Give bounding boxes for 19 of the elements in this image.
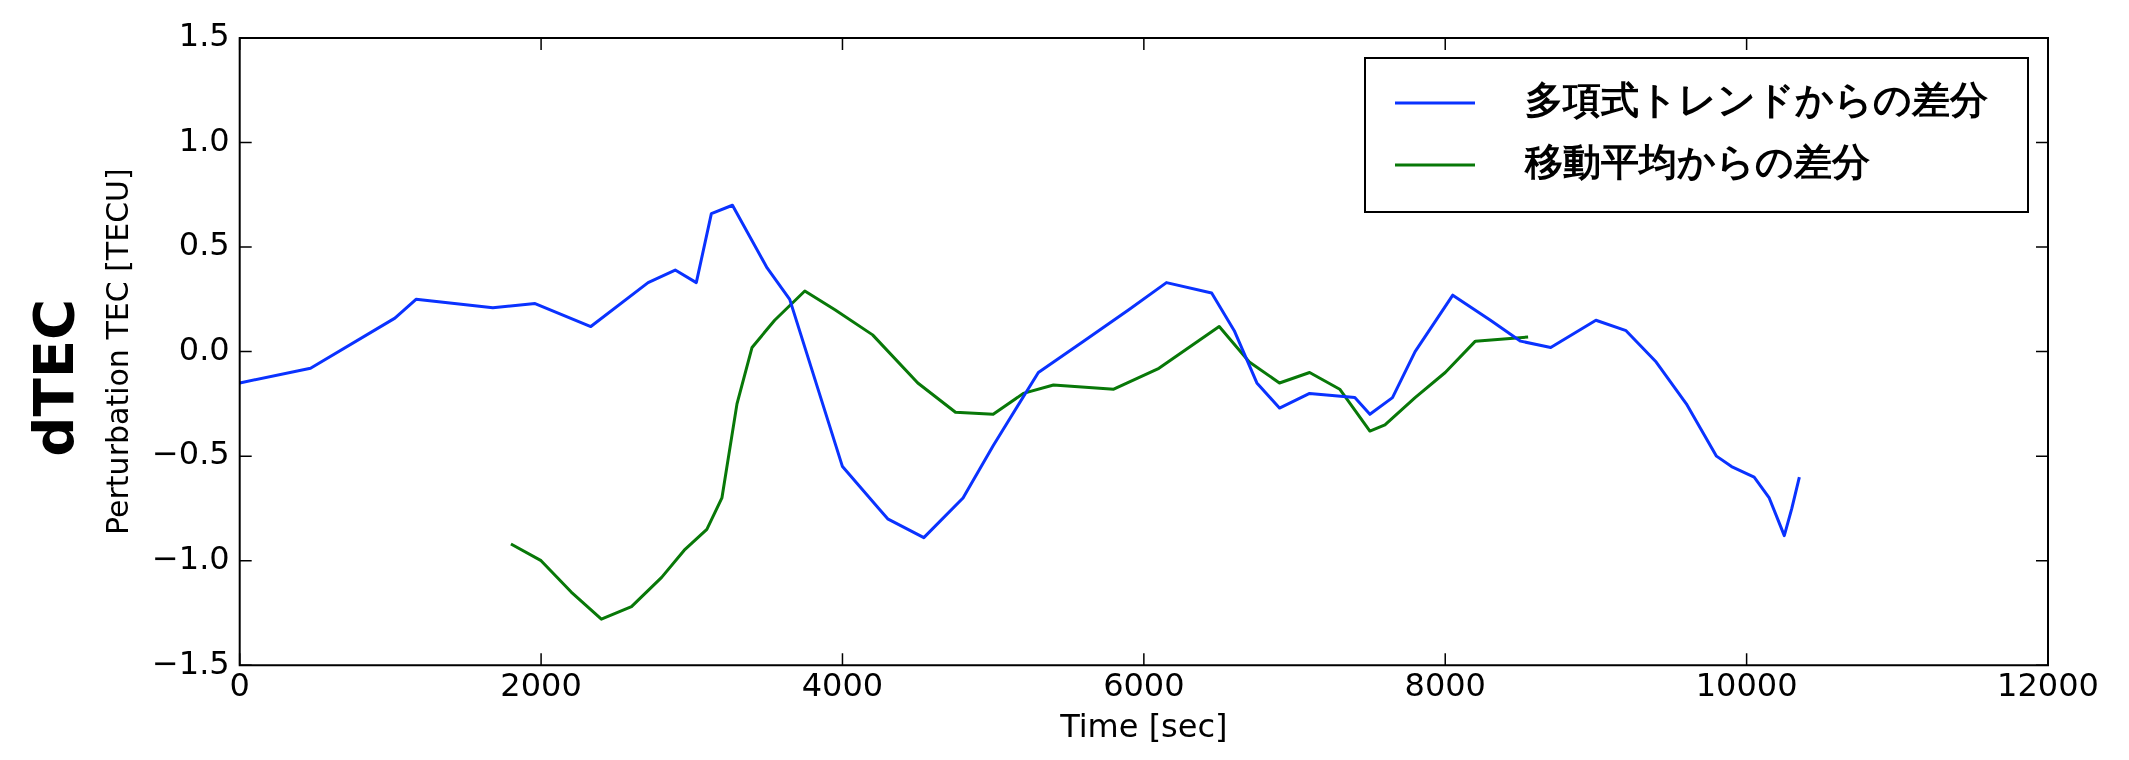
x-tick-label: 10000 [1695,665,1798,704]
y-tick-label: −1.0 [152,538,230,577]
x-axis-title: Time [sec] [1059,707,1228,746]
legend-label: 移動平均からの差分 [1524,139,1870,184]
y-tick-label: 1.0 [178,120,230,159]
x-tick-label: 4000 [801,665,884,704]
x-tick-label: 6000 [1103,665,1185,704]
x-tick-label: 8000 [1404,665,1486,704]
x-tick-label: 0 [229,665,250,704]
y-tick-label: −0.5 [152,434,230,473]
y-axis-title: Perturbation TEC [TECU] [99,168,135,535]
text: dTEC [20,299,86,457]
x-tick-label: 2000 [500,665,582,704]
y-tick-label: 1.5 [178,16,230,55]
x-tick-label: 12000 [1997,665,2099,704]
y-tick-label: −1.5 [152,643,230,682]
legend-label: 多項式トレンドからの差分 [1525,77,1988,122]
y-tick-label: 0.5 [178,225,230,264]
y-tick-label: 0.0 [178,329,230,368]
